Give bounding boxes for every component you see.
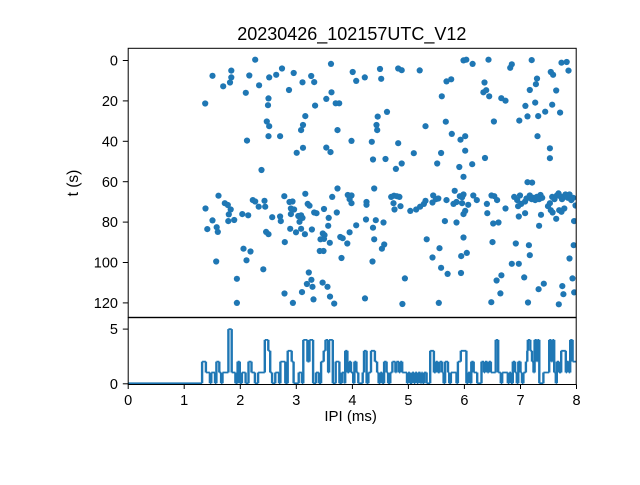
svg-text:5: 5	[110, 322, 118, 338]
svg-text:4: 4	[348, 393, 356, 409]
svg-text:0: 0	[124, 393, 132, 409]
svg-text:20230426_102157UTC_V12: 20230426_102157UTC_V12	[237, 24, 466, 45]
svg-text:8: 8	[572, 393, 580, 409]
svg-text:IPI (ms): IPI (ms)	[324, 408, 377, 425]
svg-text:0: 0	[110, 54, 118, 70]
svg-text:6: 6	[460, 393, 468, 409]
svg-text:100: 100	[94, 256, 118, 272]
svg-text:120: 120	[94, 296, 118, 312]
svg-text:2: 2	[236, 393, 244, 409]
svg-text:80: 80	[102, 215, 118, 231]
svg-text:3: 3	[292, 393, 300, 409]
svg-text:0: 0	[110, 377, 118, 393]
svg-text:1: 1	[180, 393, 188, 409]
svg-text:20: 20	[102, 94, 118, 110]
svg-text:60: 60	[102, 175, 118, 191]
svg-text:5: 5	[404, 393, 412, 409]
svg-text:40: 40	[102, 134, 118, 150]
svg-text:7: 7	[516, 393, 524, 409]
svg-text:t (s): t (s)	[65, 170, 82, 197]
